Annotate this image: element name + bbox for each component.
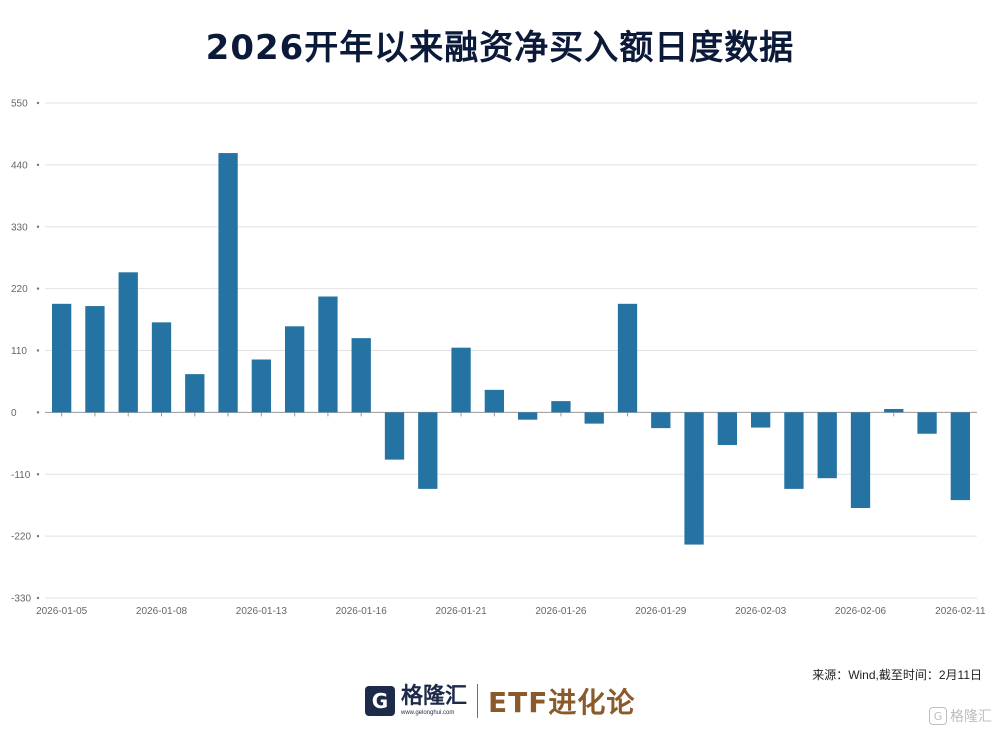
bars <box>51 153 971 545</box>
bar-2026-01-26 <box>551 401 571 413</box>
bar-2026-01-07 <box>118 272 138 413</box>
y-tick-mark <box>36 473 40 476</box>
y-tick-label: 110 <box>11 346 27 357</box>
x-tick-label: 2026-02-11 <box>935 606 986 617</box>
brand-name: 格隆汇 <box>401 684 468 709</box>
bar-2026-01-19 <box>384 412 405 460</box>
y-tick-label: 0 <box>11 408 17 419</box>
bar-2026-02-09 <box>884 409 904 413</box>
y-tick-label: -330 <box>11 594 31 605</box>
bar-2026-01-13 <box>251 359 272 413</box>
source-note: 来源：Wind,截至时间：2月11日 <box>812 668 982 682</box>
bar-2026-01-23 <box>517 412 538 420</box>
bar-2026-01-06 <box>85 306 105 413</box>
bar-2026-02-11 <box>950 412 971 501</box>
bar-2026-01-14 <box>284 326 305 413</box>
bar-2026-01-12 <box>218 153 238 413</box>
x-axis: 2026-01-05 2026-01-08 2026-01-13 2026-01-16… <box>36 412 986 617</box>
y-tick-mark <box>36 596 40 600</box>
bar-2026-01-28 <box>617 303 638 413</box>
bar-2026-01-21 <box>451 347 471 413</box>
gridlines <box>45 102 977 599</box>
brand-divider <box>477 684 479 718</box>
x-tick-label: 2026-01-16 <box>336 606 388 617</box>
x-tick-label: 2026-01-13 <box>236 606 288 617</box>
x-tick-label: 2026-01-26 <box>535 606 587 617</box>
bar-2026-01-30 <box>684 412 704 545</box>
x-tick-label: 2026-01-08 <box>136 606 188 617</box>
bar-2026-02-04 <box>784 412 804 489</box>
watermark-text: 格隆汇 <box>950 709 992 725</box>
y-tick-label: 550 <box>11 99 28 110</box>
bar-2026-02-02 <box>717 412 738 445</box>
bar-2026-01-08 <box>151 322 172 413</box>
bar-2026-01-20 <box>418 412 438 489</box>
x-tick-label: 2026-02-03 <box>735 606 787 617</box>
x-tick-label: 2026-01-21 <box>435 606 487 617</box>
y-tick-mark <box>36 163 40 167</box>
bar-2026-02-05 <box>817 412 837 479</box>
y-tick-mark <box>36 349 40 352</box>
y-tick-label: 330 <box>11 222 28 233</box>
watermark: G 格隆汇 <box>929 706 992 726</box>
x-tick-label: 2026-01-05 <box>36 606 88 617</box>
watermark-logo-icon: G <box>929 707 947 725</box>
y-tick-mark <box>36 534 40 538</box>
bar-2026-01-27 <box>584 412 604 424</box>
bar-2026-01-15 <box>318 296 338 413</box>
brand-name-block: 格隆汇 www.gelonghui.com <box>401 684 468 717</box>
gelonghui-logo-icon: G <box>365 686 395 716</box>
bar-2026-02-03 <box>750 412 771 428</box>
y-tick-label: -110 <box>11 470 31 481</box>
chart-title: 2026开年以来融资净买入额日度数据 <box>205 28 795 68</box>
brand-url: www.gelonghui.com <box>401 710 455 716</box>
bar-2026-02-10 <box>917 412 937 434</box>
bar-2026-01-29 <box>651 412 671 429</box>
x-tick-label: 2026-01-29 <box>635 606 687 617</box>
y-tick-label: 220 <box>11 284 28 295</box>
y-tick-mark <box>36 101 40 105</box>
bar-2026-01-22 <box>484 389 505 413</box>
brand-footer: G 格隆汇 www.gelonghui.com ETF进化论 <box>365 683 635 719</box>
bar-2026-01-05 <box>51 303 72 413</box>
y-tick-mark <box>36 287 40 290</box>
y-tick-mark <box>36 225 40 228</box>
y-tick-label: -220 <box>11 532 31 543</box>
x-tick-label: 2026-02-06 <box>835 606 887 617</box>
bar-2026-01-16 <box>351 338 371 413</box>
brand-etf-label: ETF进化论 <box>488 686 636 719</box>
y-tick-mark <box>36 411 40 414</box>
y-tick-label: 440 <box>11 160 28 171</box>
y-axis: 550 440 330 220 110 0 -110 -220 -330 <box>11 99 40 605</box>
bar-2026-02-06 <box>850 412 871 508</box>
bar-2026-01-09 <box>185 374 205 413</box>
